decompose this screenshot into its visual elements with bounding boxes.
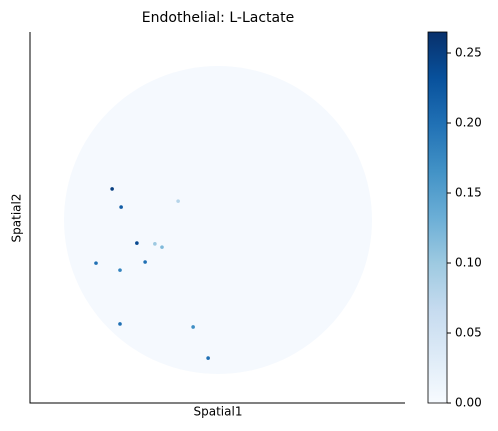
colorbar-tick-label: 0.25 [455,46,482,60]
colorbar-tick-label: 0.15 [455,186,482,200]
spot [160,245,164,249]
spot [94,261,98,265]
chart-title: Endothelial: L-Lactate [142,10,294,26]
colorbar-tick-label: 0.10 [455,256,482,270]
colorbar-tick-label: 0.00 [455,396,482,410]
colorbar-tick-label: 0.05 [455,326,482,340]
spot [176,199,180,203]
spot [118,268,122,272]
spot [206,356,210,360]
spot [153,242,157,246]
spot [110,187,114,191]
spot [118,322,122,326]
spot [119,205,123,209]
colorbar-tick-label: 0.20 [455,116,482,130]
spot [191,325,195,329]
tissue-area [64,66,372,374]
x-axis-label: Spatial1 [194,405,243,419]
spot [135,241,139,245]
spot [143,260,147,264]
y-axis-label: Spatial2 [10,194,24,243]
colorbar [427,31,448,404]
